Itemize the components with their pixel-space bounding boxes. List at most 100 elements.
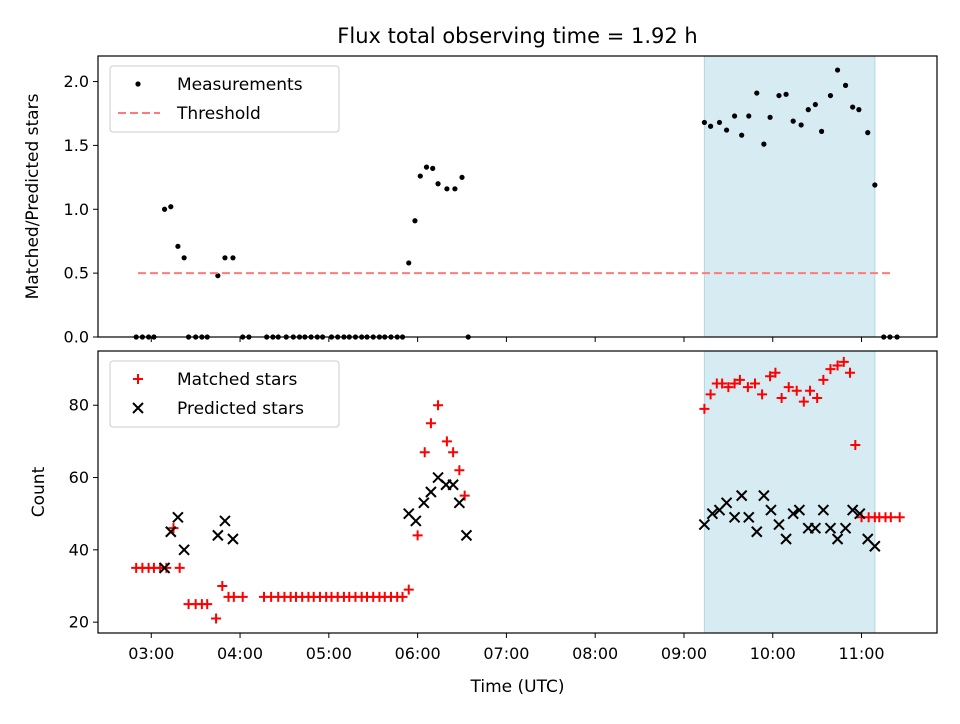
measurement-point (776, 92, 782, 99)
y-tick-label: 1.0 (64, 200, 89, 219)
y-tick-label: 60 (69, 468, 89, 487)
matched-star-point (894, 512, 905, 523)
predicted-star-point (453, 497, 466, 509)
y-tick-label: 80 (69, 396, 89, 415)
matched-star-point (838, 356, 849, 367)
predicted-star-point (219, 515, 231, 527)
series-predicted-stars (158, 471, 881, 574)
legend-box (109, 360, 340, 428)
measurement-point (417, 173, 423, 179)
measurement-point (872, 182, 878, 188)
measurement-point (412, 218, 418, 224)
measurement-point (452, 186, 458, 192)
measurement-point (175, 243, 181, 249)
matched-star-point (757, 389, 768, 400)
y-tick-label: 0.0 (64, 328, 89, 347)
matched-star-point (441, 436, 452, 447)
matched-star-point (699, 403, 710, 414)
predicted-star-point (758, 489, 770, 502)
predicted-star-point (418, 497, 430, 509)
predicted-star-point (460, 529, 473, 542)
measurement-point (812, 101, 818, 108)
matched-star-point (776, 393, 787, 403)
matched-star-point (805, 385, 816, 396)
predicted-star-point (809, 522, 822, 534)
measurement-point (790, 118, 796, 124)
matched-star-point (885, 512, 896, 523)
matched-star-point (765, 371, 776, 382)
matched-star-point (729, 378, 740, 389)
matched-star-point (403, 584, 414, 595)
predicted-star-point (793, 504, 806, 516)
predicted-star-point (720, 497, 733, 509)
matched-star-point (818, 374, 829, 385)
legend-label: Predicted stars (177, 399, 304, 419)
measurement-point (215, 273, 221, 279)
x-tick-label: 09:00 (661, 644, 707, 663)
measurement-point (430, 165, 436, 171)
legend-box (109, 65, 340, 133)
measurement-point (798, 122, 804, 128)
predicted-star-point (178, 544, 190, 556)
predicted-star-point (447, 479, 459, 491)
predicted-star-point (780, 533, 792, 545)
x-tick-label: 08:00 (572, 644, 618, 663)
matched-star-point (742, 382, 753, 393)
matched-star-point (812, 393, 823, 403)
y-tick-label: 2.0 (64, 72, 89, 91)
predicted-star-point (706, 507, 719, 520)
predicted-star-point (846, 504, 859, 516)
predicted-star-point (698, 518, 711, 531)
matched-star-point (844, 367, 855, 378)
x-tick-label: 11:00 (838, 644, 884, 663)
legend-marker-dot (135, 81, 141, 87)
measurement-point (181, 255, 187, 261)
measurement-point (161, 206, 168, 212)
predicted-star-point (787, 507, 799, 520)
predicted-star-point (728, 511, 741, 524)
shaded-observing-window (703, 55, 876, 338)
predicted-star-point (824, 522, 837, 534)
x-tick-label: 03:00 (128, 644, 174, 663)
predicted-star-point (212, 529, 224, 542)
measurement-point (435, 181, 441, 187)
measurement-point (805, 107, 811, 113)
x-tick-label: 10:00 (750, 644, 796, 663)
matched-star-point (705, 389, 716, 400)
matched-star-point (783, 382, 794, 393)
measurement-point (856, 107, 862, 113)
matched-star-point (412, 530, 423, 541)
x-tick-label: 07:00 (483, 644, 529, 663)
measurement-point (423, 164, 430, 170)
predicted-star-point (751, 526, 763, 538)
matched-star-point (850, 440, 861, 450)
measurement-point (761, 141, 767, 147)
measurement-point (222, 255, 228, 261)
measurement-point (444, 186, 450, 192)
matched-star-point (734, 374, 745, 385)
measurement-point (459, 174, 465, 180)
axes-frame (97, 55, 938, 338)
x-tick-label: 04:00 (217, 644, 263, 663)
measurement-point (168, 204, 174, 210)
predicted-star-point (773, 518, 785, 531)
y-tick-label: 40 (69, 540, 89, 559)
matched-star-point (454, 465, 465, 476)
matched-star-point (202, 599, 213, 610)
matched-star-point (459, 490, 470, 501)
measurement-point (716, 119, 723, 126)
matched-star-point (832, 360, 843, 371)
matched-star-point (798, 396, 809, 407)
predicted-star-point (172, 511, 184, 524)
axes-frame (97, 350, 938, 634)
legend-label: Threshold (176, 104, 261, 124)
legend-marker-plus (133, 374, 143, 384)
y-tick-label: 20 (69, 613, 89, 632)
predicted-star-point (817, 504, 830, 516)
predicted-star-point (158, 562, 171, 574)
predicted-star-point (765, 504, 777, 516)
matched-star-point (397, 591, 408, 602)
matched-star-point (174, 562, 185, 573)
matched-star-point (425, 418, 436, 429)
